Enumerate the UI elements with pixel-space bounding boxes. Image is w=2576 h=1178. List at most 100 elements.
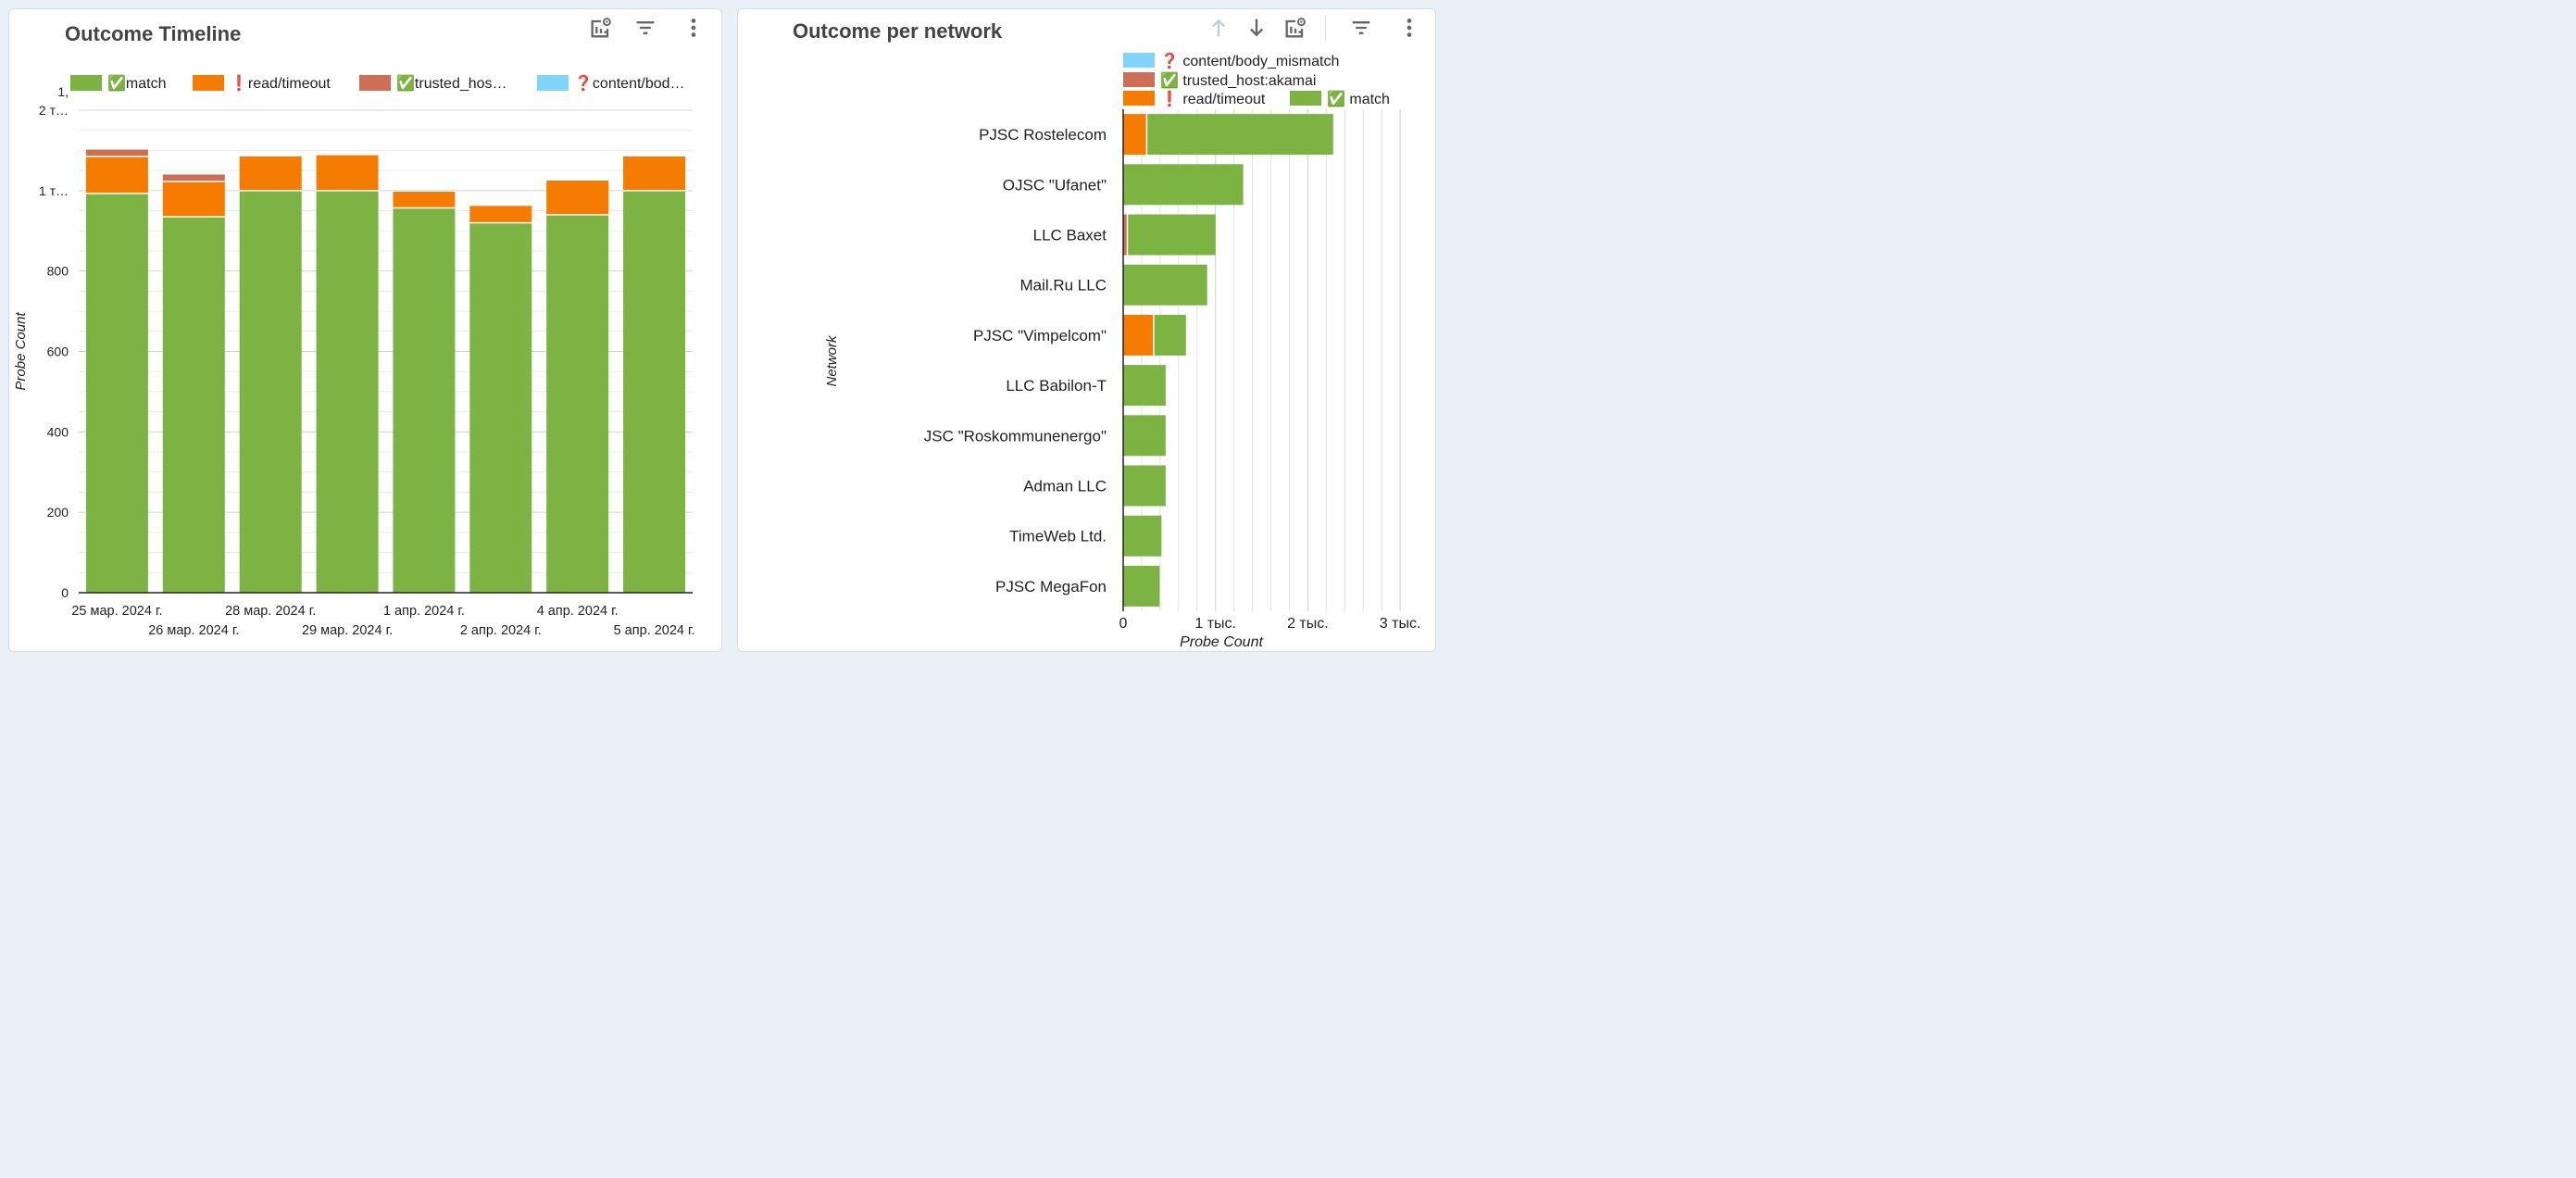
y-tick-label: LLC Babilon-T	[1006, 377, 1107, 395]
legend-item-content-body-mismatch: ❓ content/body_mismatch	[1123, 52, 1339, 69]
legend-item-trusted-host-akamai: ✅ trusted_host:akamai	[1123, 71, 1316, 89]
bar-read-timeout	[393, 191, 456, 208]
more-options-icon[interactable]	[1396, 15, 1422, 41]
bar-read-timeout	[1123, 114, 1147, 156]
filter-icon[interactable]	[632, 15, 658, 41]
x-tick-label: 1 тыс.	[1194, 616, 1236, 632]
legend-item-match: ✅match	[70, 74, 167, 92]
x-tick-label: 29 мар. 2024 г.	[302, 623, 393, 638]
more-options-icon[interactable]	[681, 15, 707, 41]
y-tick-label: 600	[47, 345, 69, 359]
y-axis-title: Network	[824, 334, 840, 387]
x-tick-label: 25 мар. 2024 г.	[71, 604, 162, 619]
y-tick-label: TimeWeb Ltd.	[1009, 528, 1107, 545]
y-axis-title: Probe Count	[13, 312, 29, 391]
legend-label: ❓content/bod…	[574, 74, 685, 92]
y-tick-label: 0	[61, 585, 69, 600]
bar-trusted-host-akamai	[162, 174, 225, 182]
chart-settings-icon[interactable]	[1282, 15, 1308, 41]
legend-label: ✅ match	[1327, 90, 1390, 107]
sort-descending-icon[interactable]	[1244, 15, 1269, 41]
bar-match	[85, 193, 148, 593]
legend-swatch	[1290, 91, 1321, 106]
y-tick-label: 1 т…	[39, 183, 69, 198]
y-tick-label: 800	[47, 264, 69, 279]
x-tick-label: 0	[1119, 616, 1128, 632]
chart-settings-icon[interactable]	[588, 15, 614, 41]
legend-label: ❗ read/timeout	[1160, 90, 1266, 107]
x-tick-label: 28 мар. 2024 г.	[225, 604, 316, 619]
bar-read-timeout	[546, 180, 609, 215]
bar-match	[1153, 314, 1186, 356]
bar-match	[1123, 164, 1244, 206]
legend-item-content-body-mismatch: ❓content/bod…	[537, 74, 685, 92]
y-tick-label: 400	[47, 424, 69, 439]
legend-item-match: ✅ match	[1290, 90, 1390, 107]
bar-match	[469, 222, 532, 594]
y-tick-label: PJSC "Vimpelcom"	[973, 327, 1107, 345]
x-tick-label: 2 тыс.	[1287, 616, 1329, 632]
legend-item-read-timeout: ❗ read/timeout	[1123, 90, 1266, 107]
bar-read-timeout	[316, 155, 379, 191]
legend-item-trusted-host-akamai: ✅trusted_hos…	[359, 74, 507, 92]
panel-title: Outcome per network	[793, 19, 1003, 43]
x-tick-label: 4 апр. 2024 г.	[537, 604, 619, 619]
bar-trusted-host-akamai	[1123, 214, 1128, 256]
sort-ascending-icon[interactable]	[1206, 15, 1232, 41]
y-tick-label: PJSC Rostelecom	[979, 126, 1107, 144]
y-tick-label: 1,	[57, 84, 69, 99]
y-tick-label: LLC Baxet	[1033, 227, 1107, 244]
y-tick-label: OJSC "Ufanet"	[1003, 176, 1107, 194]
y-tick-label: PJSC MegaFon	[995, 578, 1107, 595]
outcome-timeline-chart: ✅match ❗read/timeout ✅trusted_hos… ❓content…	[13, 74, 695, 638]
legend-label: ❓ content/body_mismatch	[1160, 52, 1339, 69]
legend-swatch	[537, 75, 569, 91]
x-tick-label: 3 тыс.	[1380, 616, 1421, 632]
bar-match	[1123, 465, 1166, 507]
bar-read-timeout	[162, 181, 225, 218]
bar-match	[1146, 114, 1333, 156]
y-tick-label: 2 т…	[39, 103, 69, 118]
outcome-per-network-chart: ❓ content/body_mismatch ✅ trusted_host:ak…	[824, 52, 1421, 650]
legend-swatch	[1123, 72, 1155, 87]
legend-swatch	[70, 75, 102, 91]
bar-read-timeout	[85, 156, 148, 194]
x-tick-label: 2 апр. 2024 г.	[460, 623, 542, 638]
bar-match	[1123, 264, 1207, 306]
bar-match	[1123, 565, 1160, 607]
bar-match	[1123, 365, 1166, 407]
y-tick-label: 200	[47, 505, 69, 520]
bar-read-timeout	[469, 206, 532, 223]
bar-match	[393, 207, 456, 593]
bar-match	[546, 214, 609, 593]
legend-label: ✅trusted_hos…	[396, 74, 507, 92]
legend-swatch	[193, 75, 224, 91]
bar-match	[239, 190, 302, 594]
bar-match	[162, 217, 225, 593]
bar-trusted-host-akamai	[85, 149, 148, 157]
bar-read-timeout	[239, 156, 302, 191]
y-tick-label: Mail.Ru LLC	[1019, 277, 1107, 294]
y-tick-label: Adman LLC	[1023, 478, 1107, 495]
panel-title: Outcome Timeline	[65, 22, 242, 45]
bar-match	[1123, 515, 1162, 557]
toolbar-divider	[1325, 15, 1326, 41]
legend-item-read-timeout: ❗read/timeout	[193, 74, 331, 92]
outcome-per-network-panel: Outcome per network ❓ content/body_misma…	[737, 8, 1436, 652]
legend-label: ❗read/timeout	[230, 74, 331, 92]
bar-read-timeout	[623, 156, 686, 191]
bar-match	[1123, 415, 1166, 457]
bar-match	[623, 190, 686, 594]
legend-label: ✅ trusted_host:akamai	[1160, 71, 1316, 89]
filter-icon[interactable]	[1348, 15, 1374, 41]
bar-match	[316, 190, 379, 594]
bar-read-timeout	[1123, 314, 1154, 356]
y-tick-label: JSC "Roskommunenergo"	[924, 427, 1107, 445]
outcome-timeline-panel: Outcome Timeline ✅match ❗read/timeout ✅tru…	[8, 8, 722, 652]
legend-swatch	[1123, 91, 1155, 106]
x-tick-label: 26 мар. 2024 г.	[148, 623, 239, 638]
bar-match	[1127, 214, 1216, 256]
legend-swatch	[359, 75, 391, 91]
x-tick-label: 1 апр. 2024 г.	[383, 604, 465, 619]
legend-label: ✅match	[107, 74, 167, 92]
